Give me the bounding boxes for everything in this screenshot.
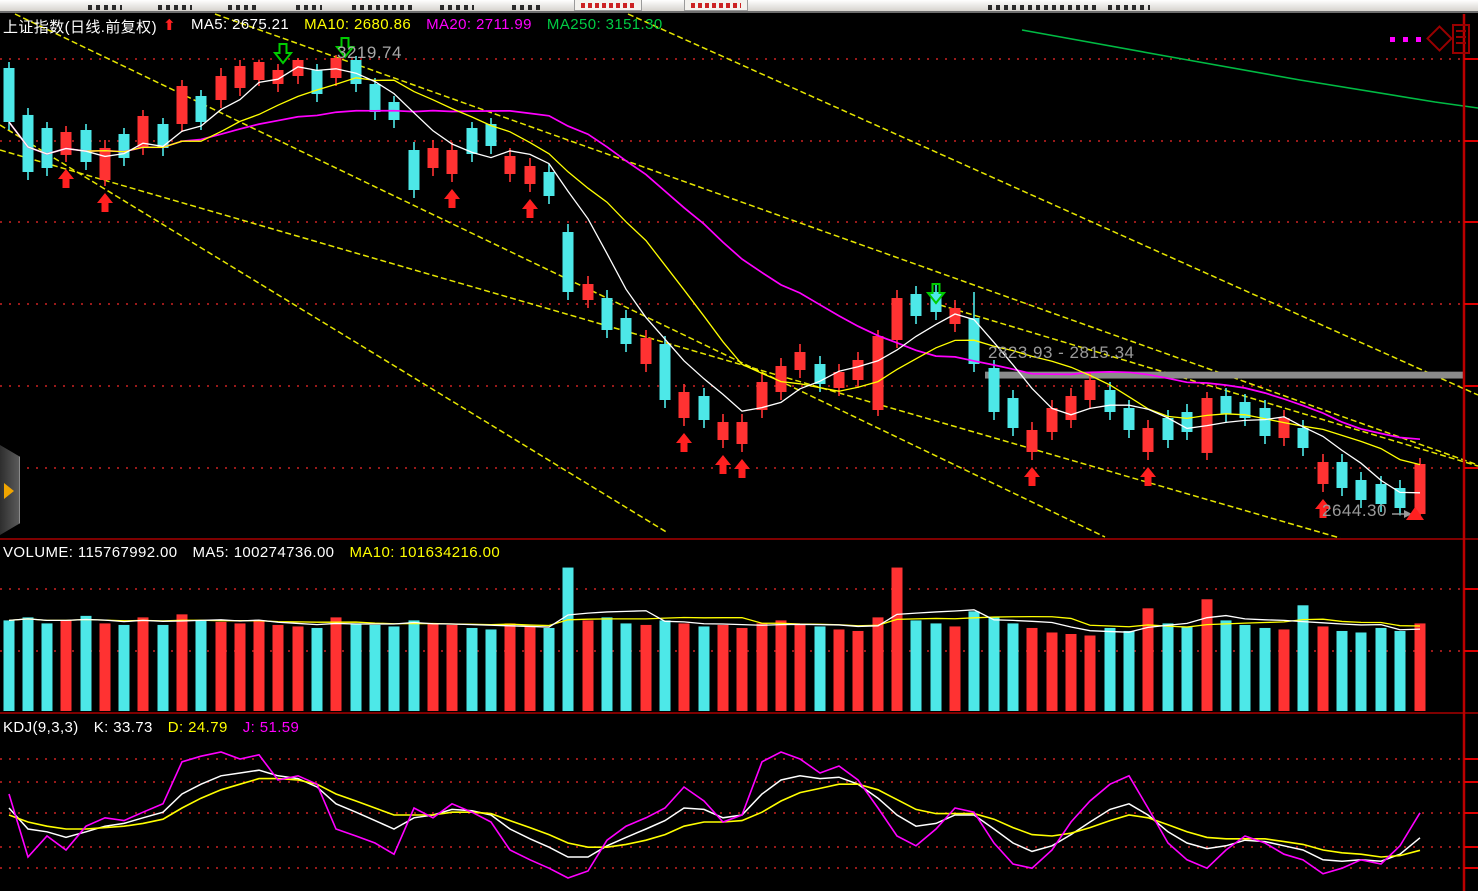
symbol-title: 上证指数(日线.前复权) (3, 19, 157, 36)
main-chart-header: 上证指数(日线.前复权) ⬆ MA5: 2675.21 MA10: 2680.8… (3, 16, 663, 37)
menu-dots-icon[interactable] (1390, 37, 1395, 42)
toolbar-item[interactable] (88, 5, 122, 10)
kdj-d-value: D: 24.79 (167, 719, 228, 736)
toolbar-item[interactable] (228, 5, 258, 10)
up-arrow-icon: ⬆ (162, 17, 176, 34)
red-text-fragment (691, 3, 741, 8)
low-price-label: 2644.30 (1322, 501, 1387, 520)
volume-header: VOLUME: 115767992.00 MA5: 100274736.00 M… (3, 544, 500, 561)
volume-value: VOLUME: 115767992.00 (3, 544, 178, 561)
expand-arrow-icon (4, 483, 14, 499)
kdj-j-value: J: 51.59 (242, 719, 300, 736)
top-toolbar[interactable] (0, 0, 1478, 13)
ma20-value: MA20: 2711.99 (426, 16, 532, 33)
volume-ma10-value: MA10: 101634216.00 (349, 544, 501, 561)
toolbar-item[interactable] (512, 5, 542, 10)
high-price-label: 3219.74 (337, 43, 402, 62)
volume-ma5-value: MA5: 100274736.00 (192, 544, 335, 561)
toolbar-item[interactable] (352, 5, 412, 10)
page-tool-icon[interactable] (1452, 24, 1470, 54)
toolbar-item[interactable] (988, 5, 1098, 10)
toolbar-red-button-2[interactable] (684, 0, 748, 11)
toolbar-red-button-1[interactable] (574, 0, 642, 11)
toolbar-item[interactable] (440, 5, 474, 10)
kdj-title: KDJ(9,3,3) (3, 719, 79, 736)
ma5-value: MA5: 2675.21 (190, 16, 290, 33)
toolbar-item[interactable] (1108, 5, 1150, 10)
price-range-label: 2823.93 - 2815.34 (988, 343, 1135, 362)
ma250-value: MA250: 3151.30 (546, 16, 663, 33)
kdj-k-value: K: 33.73 (93, 719, 153, 736)
menu-dots-icon[interactable] (1416, 37, 1421, 42)
kdj-header: KDJ(9,3,3) K: 33.73 D: 24.79 J: 51.59 (3, 719, 299, 736)
toolbar-item[interactable] (158, 5, 192, 10)
ma10-value: MA10: 2680.86 (304, 16, 412, 33)
red-text-fragment (581, 3, 635, 8)
sidebar-flyout-tab[interactable] (0, 445, 20, 535)
toolbar-item[interactable] (296, 5, 322, 10)
menu-dots-icon[interactable] (1403, 37, 1408, 42)
